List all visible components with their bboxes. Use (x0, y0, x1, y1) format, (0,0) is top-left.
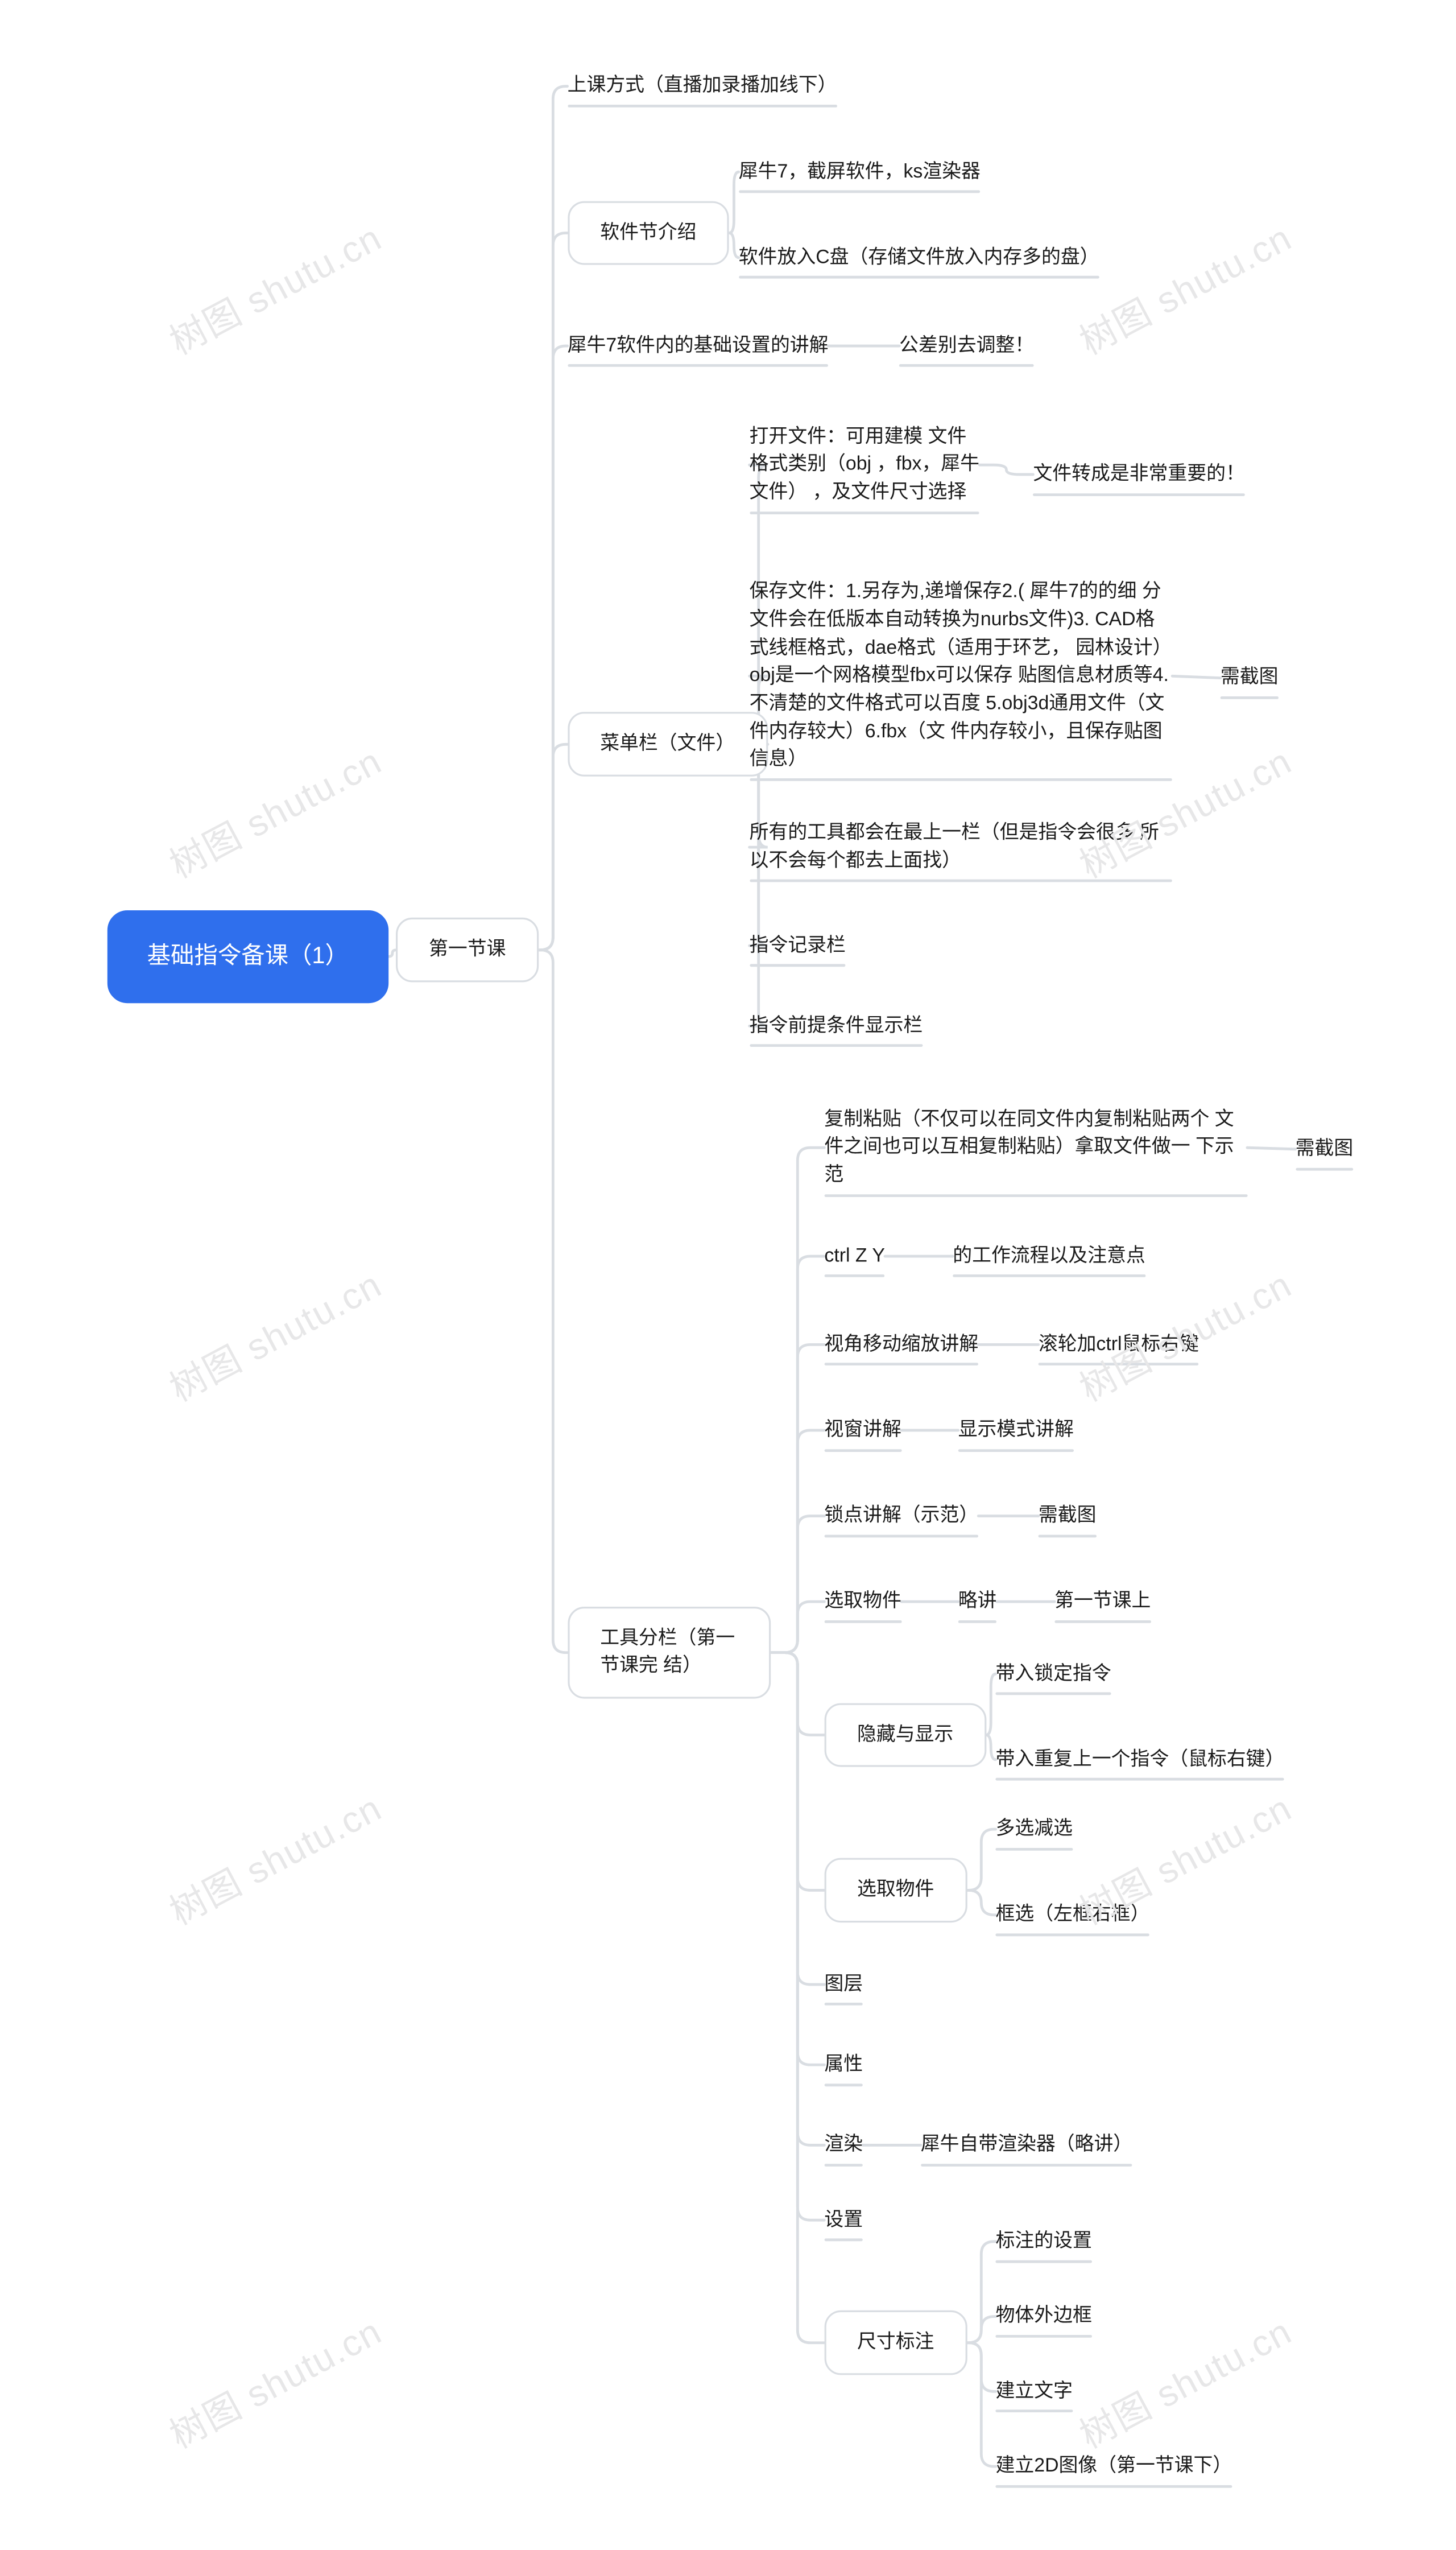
mindmap-node-n4a: 公差别去调整！ (899, 332, 1034, 360)
connector (986, 1674, 996, 1735)
mindmap-node-n3b: 软件放入C盘（存储文件放入内存多的盘） (739, 244, 1099, 271)
mindmap-node-n4: 犀牛7软件内的基础设置的讲解 (568, 332, 829, 360)
mindmap-node-n6m1: 标注的设置 (996, 2227, 1092, 2255)
mindmap-node-n6d1: 显示模式讲解 (958, 1416, 1074, 1444)
mindmap-node-n6g2: 带入重复上一个指令（鼠标右键） (996, 1746, 1285, 1773)
connector (1247, 1148, 1296, 1149)
connector (1172, 676, 1221, 678)
mindmap-node-n6g: 隐藏与显示 (824, 1703, 986, 1767)
connector (771, 1430, 824, 1653)
mindmap-node-n6f2: 第一节课上 (1054, 1588, 1151, 1616)
mindmap-node-n5a: 打开文件：可用建模 文件格式类别（obj ，fbx，犀牛文件） ，及文件尺寸选择 (750, 423, 980, 507)
connector (771, 1653, 824, 1984)
connector (771, 1256, 824, 1653)
mindmap-node-n6m: 尺寸标注 (824, 2310, 967, 2375)
mindmap-node-n5b: 保存文件：1.另存为,递增保存2.( 犀牛7的的细 分文件会在低版本自动转换为n… (750, 578, 1173, 774)
connector (967, 1890, 996, 1914)
connector (986, 1735, 996, 1759)
mindmap-node-root: 基础指令备课（1） (107, 910, 388, 1002)
mindmap-node-n6d: 视窗讲解 (824, 1416, 901, 1444)
mindmap-node-n5e: 指令前提条件显示栏 (750, 1012, 923, 1040)
mindmap-node-n6e: 锁点讲解（示范） (824, 1502, 978, 1530)
mindmap-node-n6l: 设置 (824, 2206, 863, 2234)
connector-layer (0, 0, 1456, 2550)
scale-wrapper: 基础指令备课（1）第一节课 上课方式（直播加录播加线下） 软件节介绍犀牛7，截屏软件… (0, 0, 1456, 2550)
mindmap-node-n6c: 视角移动缩放讲解 (824, 1331, 978, 1359)
mindmap-node-n6k1: 犀牛自带渲染器（略讲） (921, 2131, 1132, 2159)
mindmap-node-n6b: ctrl Z Y (824, 1243, 885, 1270)
mindmap-node-n5b1: 需截图 (1221, 664, 1279, 692)
connector (539, 346, 568, 950)
mindmap-node-n6i: 图层 (824, 1971, 863, 1999)
connector (967, 1829, 996, 1890)
connector (771, 1516, 824, 1653)
mindmap-node-n3: 软件节介绍 (568, 201, 729, 265)
mindmap-node-n6g1: 带入锁定指令 (996, 1660, 1111, 1688)
mindmap-node-n6a1: 需截图 (1296, 1135, 1354, 1163)
mindmap-node-n2: 上课方式（直播加录播加线下） (568, 72, 837, 100)
connector (967, 2242, 996, 2343)
connector (388, 950, 396, 956)
connector (771, 1344, 824, 1652)
mindmap-node-n6h2: 框选（左框右框） (996, 1901, 1150, 1929)
mindmap-node-n6f: 选取物件 (824, 1588, 901, 1616)
connector (771, 1653, 824, 2221)
mindmap-node-n6b1: 的工作流程以及注意点 (953, 1243, 1145, 1270)
connector (750, 744, 768, 1026)
connector (967, 2343, 996, 2466)
mindmap-node-n5d: 指令记录栏 (750, 932, 846, 960)
connector (771, 1653, 824, 2145)
connector (771, 1148, 824, 1652)
connector (539, 233, 568, 950)
mindmap-node-n5a1: 文件转成是非常重要的！ (1033, 460, 1244, 488)
connector (967, 2317, 996, 2343)
mindmap-node-n6m2: 物体外边框 (996, 2303, 1092, 2330)
mindmap-node-n6c1: 滚轮加ctrl鼠标右键 (1039, 1331, 1199, 1359)
mindmap-node-n6e1: 需截图 (1039, 1502, 1097, 1530)
mindmap-node-n5: 菜单栏（文件） (568, 712, 768, 777)
connector (539, 950, 568, 1653)
connector (771, 1653, 824, 2065)
connector (729, 172, 739, 233)
connector (967, 2343, 996, 2392)
mindmap-node-n1: 第一节课 (396, 918, 539, 982)
mindmap-node-n6: 工具分栏（第一节课完 结） (568, 1607, 771, 1699)
mindmap-node-n6h: 选取物件 (824, 1858, 967, 1922)
connector (771, 1653, 824, 2343)
connector (979, 465, 1033, 474)
mindmap-node-n3a: 犀牛7，截屏软件，ks渲染器 (739, 158, 981, 186)
connector (729, 233, 739, 257)
connector (539, 744, 568, 950)
connector (771, 1653, 824, 1735)
mindmap-node-n6h1: 多选减选 (996, 1815, 1073, 1843)
mindmap-node-n6m3: 建立文字 (996, 2378, 1073, 2405)
mindmap-node-n6j: 属性 (824, 2051, 863, 2079)
mindmap-node-n5c: 所有的工具都会在最上一栏（但是指令会很多 所以不会每个都去上面找） (750, 819, 1173, 875)
mindmap-node-n6f1: 略讲 (958, 1588, 997, 1616)
connector (771, 1602, 824, 1653)
mindmap-node-n6k: 渲染 (824, 2131, 863, 2159)
mindmap-node-n6m4: 建立2D图像（第一节课下） (996, 2453, 1232, 2481)
mindmap-node-n6a: 复制粘贴（不仅可以在同文件内复制粘贴两个 文件之间也可以互相复制粘贴）拿取文件做… (824, 1106, 1247, 1190)
connector (539, 86, 568, 950)
connector (771, 1653, 824, 1891)
